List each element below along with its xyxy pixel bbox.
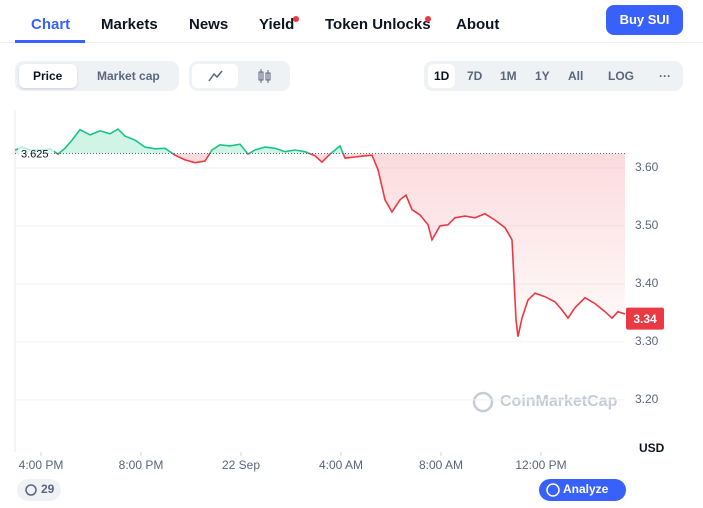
range[interactable]: 1Y [535, 69, 550, 83]
reference-bg [18, 146, 54, 161]
tab[interactable]: Token Unlocks [325, 16, 431, 33]
watermark-logo [472, 391, 494, 413]
x-tick-label: 4:00 PM [19, 458, 64, 472]
tab-underline [15, 40, 85, 43]
area-up [15, 129, 344, 154]
y-tick-label: 3.60 [635, 160, 659, 174]
x-tick-label: 8:00 AM [419, 458, 463, 472]
watermark: CoinMarketCap [500, 393, 618, 410]
analyze-icon [546, 483, 560, 497]
analyze-button[interactable] [539, 479, 626, 501]
current-price-tag [626, 307, 664, 330]
y-tick-label: 3.20 [635, 392, 659, 406]
tab[interactable]: Chart [31, 16, 71, 33]
tab[interactable]: Yield [259, 16, 295, 33]
active-bg [428, 64, 455, 88]
x-tick-label: 12:00 PM [515, 458, 566, 472]
badge-count: 29 [41, 482, 55, 496]
range[interactable]: 1M [500, 69, 517, 83]
dot [425, 16, 431, 22]
y-tick-label: 3.30 [635, 334, 659, 348]
tab[interactable]: Markets [101, 16, 158, 33]
dot [293, 16, 299, 22]
active-bg [19, 64, 77, 88]
current-price-label: 3.34 [633, 312, 657, 326]
nav [0, 0, 703, 43]
x-tick-label: 4:00 AM [319, 458, 363, 472]
y-tick-label: 3.40 [635, 276, 659, 290]
range[interactable]: LOG [608, 69, 634, 83]
x-tick-label: 8:00 PM [119, 458, 164, 472]
area-down [15, 153, 625, 337]
icons [208, 69, 271, 83]
y-unit: USD [639, 441, 665, 455]
toggle-group: Price Market cap [15, 61, 179, 91]
x-tick-label: 22 Sep [222, 458, 260, 472]
price-line [14, 128, 626, 337]
reference-label: 3.625 [21, 148, 49, 160]
analyze-label: Analyze [563, 482, 609, 496]
range[interactable]: 7D [467, 69, 483, 83]
range[interactable]: All [568, 69, 584, 83]
badge-icon [25, 484, 37, 496]
range[interactable]: 1D [434, 69, 450, 83]
range-group: 1D 7D 1M 1Y All LOG ··· [424, 61, 683, 91]
y-tick-label: 3.50 [635, 218, 659, 232]
buy-button[interactable]: Buy SUI [606, 5, 683, 35]
toggle[interactable]: Market cap [97, 69, 160, 83]
chart-type-group [189, 61, 290, 91]
range[interactable]: ··· [659, 69, 671, 83]
toggle[interactable]: Price [33, 69, 63, 83]
tab[interactable]: News [189, 16, 229, 33]
badge[interactable] [17, 479, 61, 501]
tab[interactable]: About [456, 16, 500, 33]
